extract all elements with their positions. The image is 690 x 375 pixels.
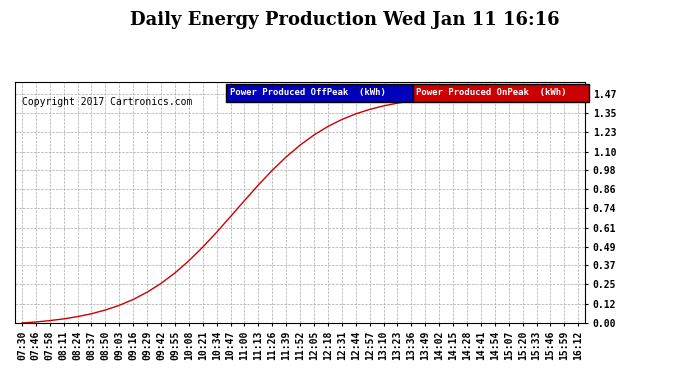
- Text: Power Produced OnPeak  (kWh): Power Produced OnPeak (kWh): [416, 88, 566, 97]
- Text: Daily Energy Production Wed Jan 11 16:16: Daily Energy Production Wed Jan 11 16:16: [130, 11, 560, 29]
- Text: Power Produced OffPeak  (kWh): Power Produced OffPeak (kWh): [230, 88, 386, 97]
- Text: Copyright 2017 Cartronics.com: Copyright 2017 Cartronics.com: [22, 97, 193, 107]
